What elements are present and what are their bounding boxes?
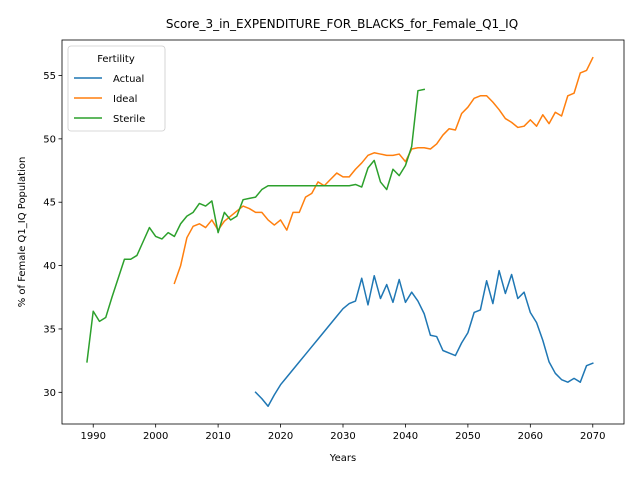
series-line-ideal bbox=[173, 56, 594, 285]
x-tick-label: 2070 bbox=[580, 431, 605, 442]
series-line-actual bbox=[254, 269, 594, 408]
legend-title: Fertility bbox=[97, 54, 135, 65]
x-tick-label: 2030 bbox=[330, 431, 355, 442]
y-tick-label: 40 bbox=[43, 261, 56, 272]
y-tick-label: 45 bbox=[43, 198, 56, 209]
y-tick-label: 35 bbox=[43, 324, 56, 335]
y-tick-label: 55 bbox=[43, 71, 56, 82]
x-axis: 1990 2000 2010 2020 2030 2040 2050 2060 2070 bbox=[80, 424, 606, 442]
x-tick-label: 2010 bbox=[205, 431, 230, 442]
y-tick-label: 30 bbox=[43, 388, 56, 399]
x-tick-label: 1990 bbox=[80, 431, 105, 442]
plot-lines bbox=[86, 56, 594, 408]
legend-label-actual: Actual bbox=[113, 74, 144, 85]
legend-label-sterile: Sterile bbox=[113, 114, 145, 125]
x-tick-label: 2000 bbox=[143, 431, 168, 442]
x-tick-label: 2060 bbox=[518, 431, 543, 442]
legend-box bbox=[67, 45, 166, 132]
y-axis: 30 35 40 45 50 55 bbox=[43, 71, 62, 399]
y-axis-title: % of Female Q1_IQ Population bbox=[17, 157, 28, 308]
legend: Fertility Actual Ideal Sterile bbox=[67, 45, 166, 132]
chart-title: Score_3_in_EXPENDITURE_FOR_BLACKS_for_Fe… bbox=[166, 17, 518, 31]
x-tick-label: 2020 bbox=[268, 431, 293, 442]
x-tick-label: 2050 bbox=[455, 431, 480, 442]
x-tick-label: 2040 bbox=[393, 431, 418, 442]
series-line-sterile bbox=[86, 88, 426, 363]
legend-label-ideal: Ideal bbox=[113, 94, 137, 105]
y-tick-label: 50 bbox=[43, 134, 56, 145]
legend-items: Actual Ideal Sterile bbox=[74, 74, 145, 125]
x-axis-title: Years bbox=[329, 453, 356, 464]
